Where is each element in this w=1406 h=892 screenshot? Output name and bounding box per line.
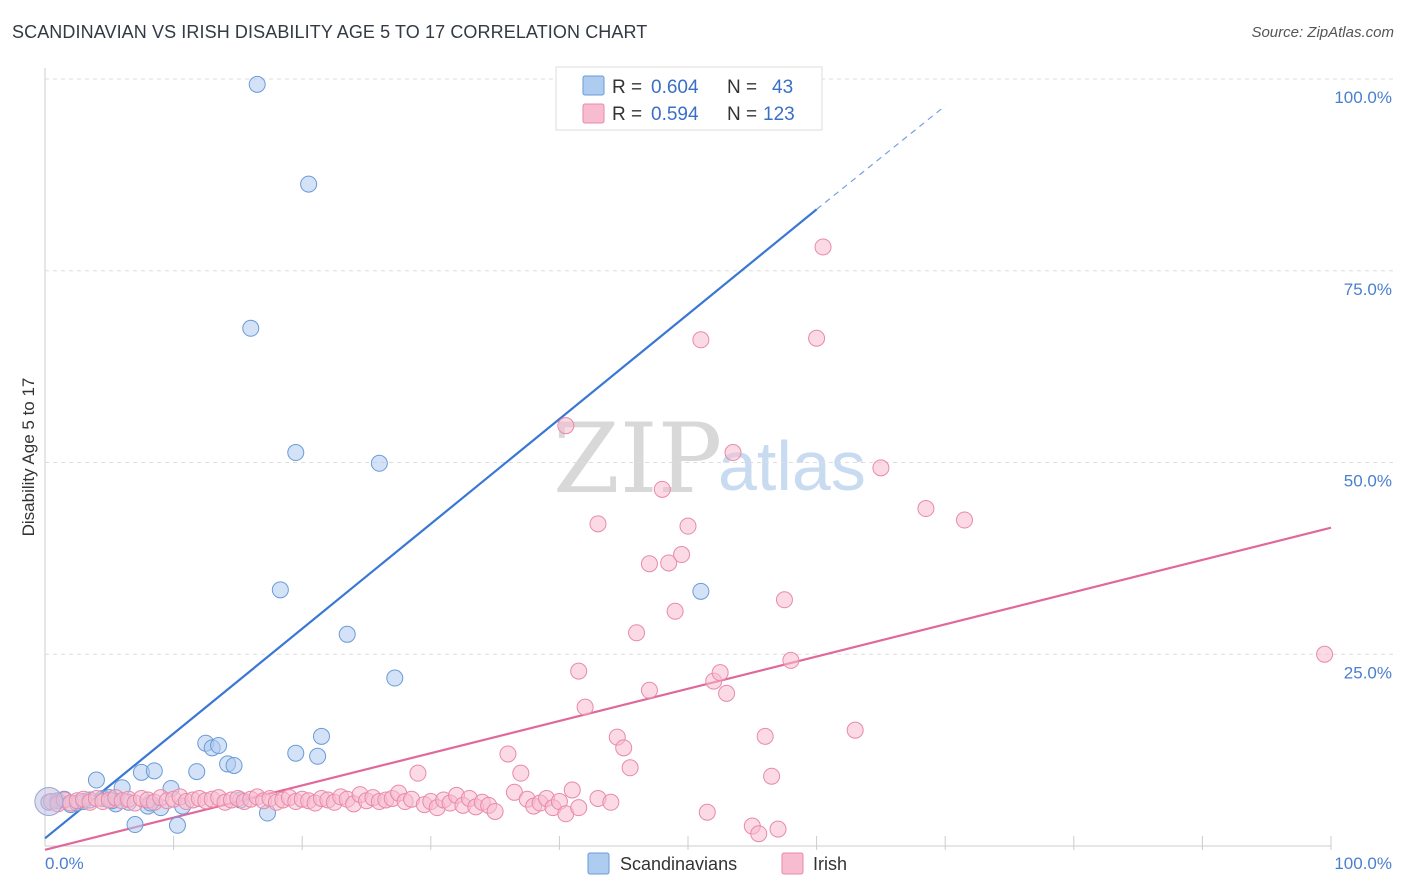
legend-n-label-1: N = [727, 77, 757, 98]
y-tick-label: 25.0% [1344, 663, 1392, 682]
irish-point [955, 511, 973, 529]
irish-point [660, 554, 678, 572]
y-tick-label: 100.0% [1334, 88, 1392, 107]
irish-point [808, 329, 826, 347]
legend-r-value-1: 0.604 [651, 77, 699, 98]
irish-point [917, 500, 935, 518]
irish-point [673, 546, 691, 564]
irish-point [814, 238, 832, 256]
x-tick-label-max: 100.0% [1334, 854, 1392, 873]
series-legend: Scandinavians Irish [587, 852, 847, 875]
watermark-zip: ZIP [553, 403, 722, 515]
irish-point [698, 803, 716, 821]
irish-point [563, 781, 581, 799]
scandinavian-point [271, 581, 289, 599]
irish-point [409, 764, 427, 782]
scandinavian-point [309, 747, 327, 765]
scandinavian-point [312, 727, 330, 745]
irish-point [640, 555, 658, 573]
scandinavian-point [338, 625, 356, 643]
irish-point [576, 698, 594, 716]
y-tick-label: 50.0% [1344, 472, 1392, 491]
irish-point [692, 331, 710, 349]
irish-point [666, 602, 684, 620]
y-axis-title: Disability Age 5 to 17 [19, 378, 38, 537]
legend-swatch-irish [582, 103, 605, 124]
scandinavian-point [287, 444, 305, 462]
irish-point [718, 684, 736, 702]
irish-point [512, 764, 530, 782]
irish-point [1316, 645, 1334, 663]
scandinavian-point [242, 319, 260, 337]
scandinavian-point [386, 669, 404, 687]
irish-point [711, 664, 729, 682]
point-layer [34, 75, 1334, 843]
irish-point [769, 820, 787, 838]
scandinavian-point [692, 582, 710, 600]
scandinavian-point [34, 787, 64, 817]
irish-point [846, 721, 864, 739]
irish-point [602, 793, 620, 811]
legend-r-label-2: R = [612, 104, 642, 125]
scandinavian-point [300, 175, 318, 193]
irish-point [724, 444, 742, 462]
irish-point [557, 417, 575, 435]
scandinavian-point [168, 816, 186, 834]
irish-point [653, 480, 671, 498]
irish-point [628, 624, 646, 642]
x-tick-label-min: 0.0% [45, 854, 84, 873]
scandinavian-trend-line [44, 208, 818, 840]
irish-point [589, 515, 607, 533]
irish-point [763, 767, 781, 785]
x-tick-layer [173, 836, 1332, 850]
irish-point [679, 517, 697, 535]
y-tick-label-layer: 25.0% 50.0% 75.0% 100.0% [1334, 88, 1392, 682]
legend-n-label-2: N = [727, 104, 757, 125]
irish-point [486, 802, 504, 820]
bottom-legend-swatch-scandinavians [587, 852, 610, 875]
scandinavian-point [225, 756, 243, 774]
legend-n-value-2: 123 [763, 104, 795, 125]
irish-point [621, 759, 639, 777]
bottom-legend-swatch-irish [781, 852, 804, 875]
source-label: Source: ZipAtlas.com [1251, 24, 1394, 41]
legend-n-value-1: 43 [772, 77, 793, 98]
irish-point [872, 459, 890, 477]
scandinavian-point [248, 75, 266, 93]
scandinavian-point [370, 454, 388, 472]
scandinavian-trend-extension [816, 105, 946, 210]
correlation-legend: R = 0.604 N = 43 R = 0.594 N = 123 [555, 66, 823, 131]
irish-point [775, 591, 793, 609]
scandinavian-point [188, 763, 206, 781]
irish-point [615, 739, 633, 757]
irish-point [499, 745, 517, 763]
scandinavian-point [145, 762, 163, 780]
legend-r-label-1: R = [612, 77, 642, 98]
irish-point [570, 662, 588, 680]
irish-point [782, 651, 800, 669]
irish-point [570, 799, 588, 817]
legend-r-value-2: 0.594 [651, 104, 699, 125]
irish-point [640, 681, 658, 699]
bottom-legend-label-scandinavians: Scandinavians [620, 854, 737, 874]
grid-layer [45, 78, 1393, 655]
scandinavian-point [287, 744, 305, 762]
watermark-atlas: atlas [718, 427, 866, 505]
irish-point [756, 727, 774, 745]
chart-title: SCANDINAVIAN VS IRISH DISABILITY AGE 5 T… [12, 22, 648, 42]
legend-swatch-scandinavians [582, 75, 605, 96]
scandinavian-point [210, 737, 228, 755]
scandinavian-point [87, 771, 105, 789]
y-tick-label: 75.0% [1344, 280, 1392, 299]
bottom-legend-label-irish: Irish [813, 854, 847, 874]
irish-point [750, 825, 768, 843]
scandinavian-point [126, 816, 144, 834]
